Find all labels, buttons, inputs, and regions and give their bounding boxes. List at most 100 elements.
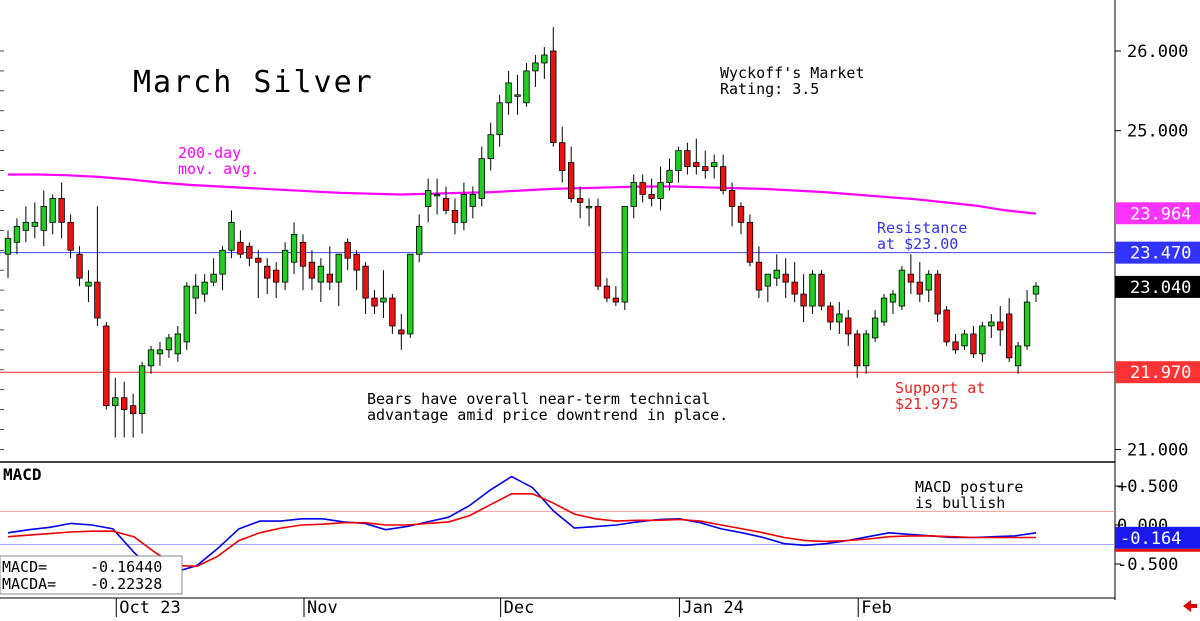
candle-body <box>183 285 190 343</box>
macda-readout-value: -0.22328 <box>90 575 162 593</box>
candle <box>800 274 807 322</box>
candle <box>585 198 593 227</box>
candle-body <box>880 297 888 323</box>
candle <box>746 214 754 267</box>
candle-body <box>1006 313 1013 359</box>
candle <box>13 218 21 255</box>
candle <box>380 270 387 318</box>
candle-body <box>603 285 611 299</box>
macd-title: MACD <box>3 465 42 484</box>
date-label: Jan 24 <box>682 598 743 617</box>
candle-body <box>648 194 655 199</box>
candle <box>22 206 30 243</box>
candle <box>934 270 941 322</box>
candle <box>559 126 566 183</box>
candle <box>299 234 307 291</box>
candle-body <box>567 162 575 199</box>
candle <box>121 381 128 438</box>
candle <box>719 154 727 195</box>
candle-body <box>156 349 164 355</box>
candle-body <box>326 273 333 283</box>
candle-body <box>1032 285 1040 295</box>
candle <box>1014 341 1022 374</box>
candle <box>344 238 351 271</box>
candle <box>389 294 396 334</box>
candle <box>961 329 968 350</box>
candle <box>4 230 12 279</box>
candle <box>702 150 709 179</box>
commentary-line-2: advantage amid price downtrend in place. <box>367 406 728 424</box>
candle <box>925 270 932 303</box>
candle-body <box>970 333 977 355</box>
candle-body <box>800 293 807 307</box>
candle <box>871 310 879 342</box>
candle-body <box>433 194 441 197</box>
candle-body <box>31 221 38 227</box>
candle <box>487 122 494 171</box>
macd-current-tag-box <box>1115 526 1200 549</box>
candle <box>281 242 289 291</box>
candle-body <box>192 285 199 299</box>
candle-body <box>147 349 155 367</box>
candle-body <box>121 397 128 411</box>
candle-body <box>711 162 718 167</box>
candle-body <box>4 237 12 255</box>
price-tag-text: 23.470 <box>1130 244 1191 264</box>
price-tag-box <box>1115 361 1200 384</box>
candle-body <box>666 170 673 183</box>
candle <box>809 270 816 315</box>
candle <box>469 186 477 219</box>
candle-body <box>612 297 620 303</box>
candle <box>49 194 56 235</box>
candle-body <box>362 265 369 299</box>
candle-body <box>550 50 557 144</box>
candle <box>630 174 637 219</box>
candle <box>174 325 182 362</box>
candle-body <box>961 333 968 347</box>
candle <box>791 262 798 303</box>
candle <box>728 182 736 227</box>
candle <box>255 250 262 299</box>
left-arrow-icon[interactable] <box>1183 600 1197 612</box>
candle-body <box>264 265 271 279</box>
candle <box>603 278 611 303</box>
candle <box>219 246 226 291</box>
candle-body <box>952 341 959 351</box>
candle <box>737 202 745 235</box>
candle <box>621 206 628 311</box>
candle <box>594 198 602 291</box>
candle <box>880 294 888 326</box>
candle-body <box>916 281 923 295</box>
date-label: Feb <box>861 598 892 617</box>
candle <box>371 290 378 315</box>
price-ytick-label: 21.000 <box>1127 441 1188 461</box>
commentary-line-1: Bears have overall near-term technical <box>367 390 710 408</box>
candle <box>675 146 682 183</box>
candle <box>818 270 825 311</box>
ma200-line <box>8 173 1037 215</box>
candle-body <box>719 166 727 191</box>
candle-body <box>836 313 843 323</box>
price-tag-text: 23.040 <box>1130 278 1191 298</box>
candle-body <box>165 337 173 351</box>
candle <box>576 186 584 219</box>
candle <box>567 146 575 203</box>
candle-body <box>630 182 637 207</box>
candle <box>979 321 986 362</box>
candle-body <box>58 198 65 223</box>
candle-body <box>871 317 879 339</box>
candle <box>1023 290 1031 350</box>
candle <box>273 262 280 299</box>
candle <box>335 253 342 307</box>
candle-body <box>746 221 754 263</box>
candle <box>290 222 298 275</box>
candle-body <box>684 150 691 167</box>
candle <box>514 74 521 115</box>
candle-body <box>76 253 83 279</box>
candle <box>612 286 620 307</box>
candle <box>916 262 923 303</box>
date-label: Oct 23 <box>119 598 180 617</box>
candle-body <box>675 150 682 171</box>
candle <box>827 302 834 330</box>
